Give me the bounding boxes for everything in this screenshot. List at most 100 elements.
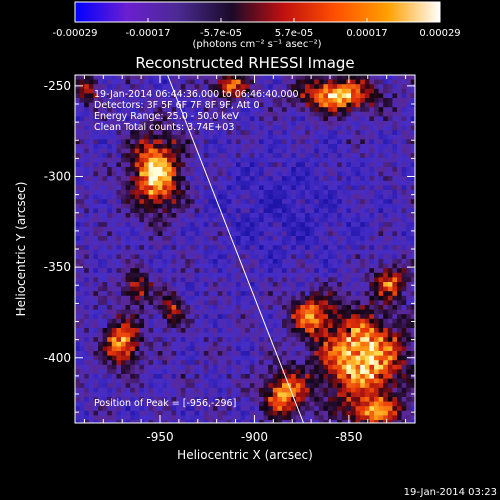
heatmap-cell <box>263 300 269 306</box>
heatmap-cell <box>226 346 232 352</box>
heatmap-cell <box>332 111 338 117</box>
heatmap-cell <box>144 383 149 389</box>
heatmap-cell <box>272 171 278 177</box>
heatmap-cell <box>180 88 186 94</box>
heatmap-cell <box>286 259 292 264</box>
heatmap-cell <box>282 332 287 338</box>
heatmap-cell <box>323 107 329 113</box>
heatmap-cell <box>374 148 379 154</box>
heatmap-cell <box>162 268 168 274</box>
heatmap-cell <box>337 226 343 232</box>
heatmap-cell <box>360 98 366 103</box>
heatmap-cell <box>102 231 108 237</box>
heatmap-cell <box>410 134 415 140</box>
heatmap-cell <box>180 213 186 218</box>
heatmap-cell <box>84 300 90 306</box>
heatmap-cell <box>369 153 375 159</box>
heatmap-cell <box>323 102 329 108</box>
heatmap-cell <box>286 130 292 136</box>
heatmap-cell <box>245 300 251 306</box>
heatmap-cell <box>148 231 154 237</box>
heatmap-cell <box>130 98 136 103</box>
heatmap-cell <box>144 180 149 186</box>
heatmap-cell <box>378 176 384 182</box>
heatmap-cell <box>263 314 269 320</box>
heatmap-cell <box>180 190 186 195</box>
heatmap-cell <box>318 130 324 136</box>
heatmap-cell <box>162 98 168 103</box>
heatmap-cell <box>176 364 182 370</box>
heatmap-cell <box>190 226 195 232</box>
heatmap-cell <box>300 111 306 117</box>
heatmap-cell <box>364 286 370 292</box>
heatmap-cell <box>190 171 195 177</box>
heatmap-cell <box>222 305 228 310</box>
heatmap-cell <box>346 240 352 246</box>
heatmap-cell <box>346 157 352 163</box>
heatmap-cell <box>134 167 140 172</box>
heatmap-cell <box>194 282 200 287</box>
heatmap-cell <box>291 194 297 200</box>
heatmap-cell <box>88 360 94 366</box>
heatmap-cell <box>139 116 145 122</box>
heatmap-cell <box>88 346 94 352</box>
heatmap-cell <box>208 203 214 209</box>
heatmap-cell <box>291 180 297 186</box>
heatmap-cell <box>84 203 90 209</box>
heatmap-cell <box>93 194 99 200</box>
heatmap-cell <box>337 245 343 251</box>
heatmap-cell <box>300 277 306 283</box>
heatmap-cell <box>111 167 117 172</box>
heatmap-cell <box>378 240 384 246</box>
heatmap-cell <box>121 139 126 145</box>
heatmap-cell <box>185 332 191 338</box>
heatmap-cell <box>328 157 333 163</box>
heatmap-cell <box>213 323 218 329</box>
heatmap-cell <box>153 378 159 384</box>
heatmap-cell <box>167 277 172 283</box>
heatmap-cell <box>309 139 315 145</box>
heatmap-cell <box>88 254 94 260</box>
heatmap-cell <box>213 245 218 251</box>
heatmap-cell <box>144 369 149 375</box>
heatmap-cell <box>185 291 191 297</box>
heatmap-cell <box>245 236 251 241</box>
heatmap-cell <box>194 162 200 168</box>
heatmap-cell <box>93 121 99 126</box>
heatmap-cell <box>332 300 338 306</box>
heatmap-cell <box>410 144 415 149</box>
heatmap-cell <box>355 102 361 108</box>
heatmap-cell <box>291 130 297 136</box>
heatmap-cell <box>282 222 287 228</box>
heatmap-cell <box>295 185 301 191</box>
heatmap-cell <box>153 167 159 172</box>
heatmap-cell <box>157 383 163 389</box>
heatmap-cell <box>305 208 310 214</box>
heatmap-cell <box>245 291 251 297</box>
heatmap-cell <box>88 121 94 126</box>
heatmap-cell <box>98 116 103 122</box>
heatmap-cell <box>401 139 407 145</box>
heatmap-cell <box>295 93 301 99</box>
heatmap-cell <box>286 341 292 347</box>
heatmap-cell <box>208 194 214 200</box>
heatmap-cell <box>410 328 415 333</box>
heatmap-cell <box>171 374 177 379</box>
heatmap-cell <box>282 254 287 260</box>
heatmap-cell <box>397 139 402 145</box>
heatmap-cell <box>351 272 356 278</box>
heatmap-cell <box>167 125 172 131</box>
heatmap-cell <box>305 107 310 113</box>
heatmap-cell <box>88 180 94 186</box>
heatmap-cell <box>410 162 415 168</box>
heatmap-cell <box>240 364 246 370</box>
heatmap-cell <box>300 180 306 186</box>
heatmap-cell <box>295 309 301 315</box>
heatmap-cell <box>226 318 232 324</box>
heatmap-cell <box>341 240 347 246</box>
heatmap-cell <box>387 144 393 149</box>
heatmap-cell <box>401 236 407 241</box>
heatmap-cell <box>93 259 99 264</box>
heatmap-cell <box>190 107 195 113</box>
heatmap-cell <box>300 378 306 384</box>
